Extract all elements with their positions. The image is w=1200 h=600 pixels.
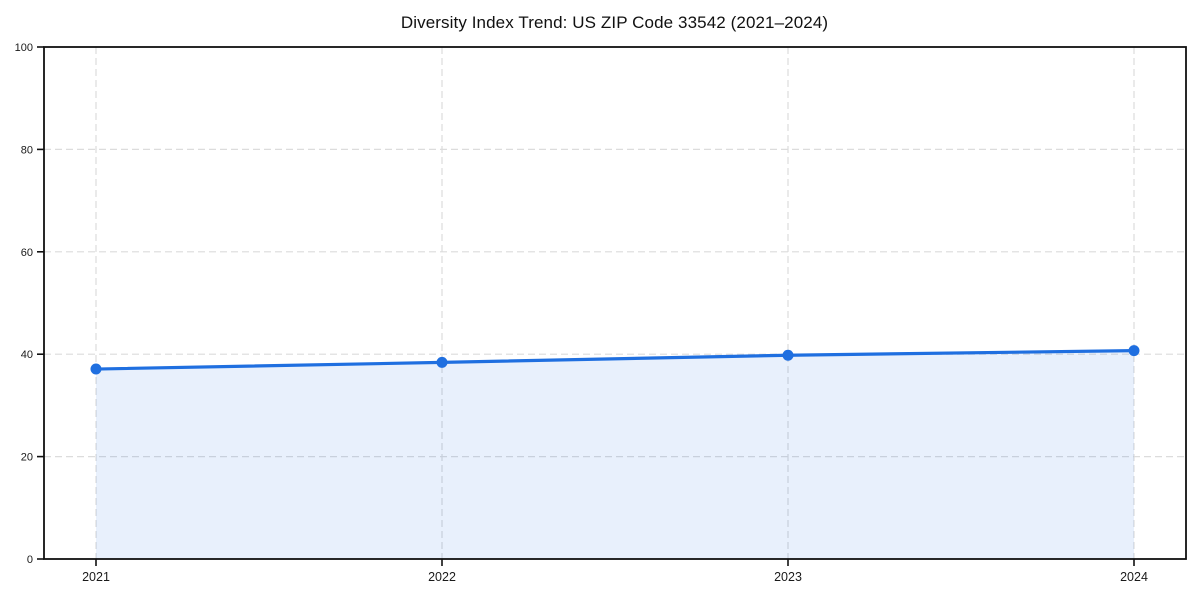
x-tick-label: 2023 (774, 570, 802, 584)
data-point (782, 349, 794, 361)
area-fill (96, 350, 1134, 559)
y-tick-label: 60 (21, 247, 33, 259)
x-tick-label: 2021 (82, 570, 110, 584)
data-point (436, 356, 448, 368)
y-tick-label: 100 (15, 42, 33, 54)
x-tick-label: 2022 (428, 570, 456, 584)
data-point (90, 363, 102, 375)
data-point (1128, 345, 1140, 357)
chart-title: Diversity Index Trend: US ZIP Code 33542… (400, 13, 829, 32)
plot-border (43, 46, 1187, 560)
x-tick-label: 2024 (1120, 570, 1148, 584)
y-tick-label: 20 (21, 452, 33, 464)
y-tick-label: 80 (21, 144, 33, 156)
y-tick-label: 0 (27, 554, 33, 566)
y-tick-label: 40 (21, 349, 33, 361)
trend-line (94, 349, 1136, 371)
